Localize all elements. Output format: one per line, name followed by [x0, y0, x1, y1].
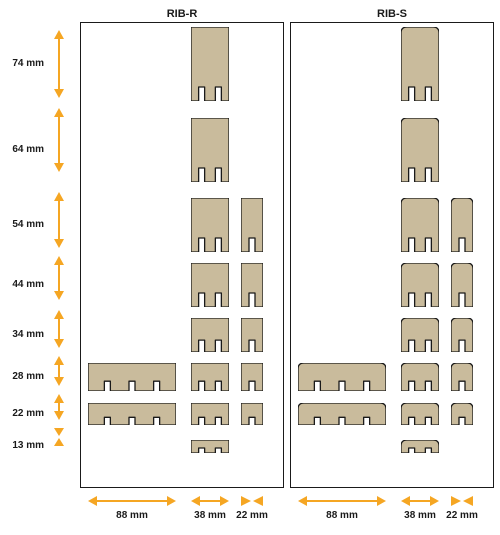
row-label: 13 mm	[4, 440, 44, 451]
profile-R-38x44	[191, 263, 229, 307]
col-label: 22 mm	[437, 510, 487, 521]
profile-R-22x28	[241, 363, 263, 391]
row-label: 22 mm	[4, 408, 44, 419]
profile-R-38x13	[191, 440, 229, 453]
row-label: 74 mm	[4, 58, 44, 69]
profile-S-38x28	[401, 363, 439, 391]
height-arrow	[52, 108, 66, 177]
profile-R-38x28	[191, 363, 229, 391]
profile-S-22x54	[451, 198, 473, 252]
height-arrow	[52, 30, 66, 103]
row-label: 28 mm	[4, 371, 44, 382]
profile-R-22x54	[241, 198, 263, 252]
header-left: RIB-R	[80, 8, 284, 20]
height-arrow	[52, 394, 66, 425]
height-arrow	[52, 192, 66, 253]
profile-S-38x64	[401, 118, 439, 182]
row-label: 44 mm	[4, 279, 44, 290]
profile-S-22x28	[451, 363, 473, 391]
col-label: 22 mm	[227, 510, 277, 521]
header-right: RIB-S	[290, 8, 494, 20]
profile-R-88x22	[88, 403, 176, 425]
profile-S-22x34	[451, 318, 473, 352]
profile-S-38x22	[401, 403, 439, 425]
profile-S-38x54	[401, 198, 439, 252]
profile-R-88x28	[88, 363, 176, 391]
profile-R-38x74	[191, 27, 229, 101]
row-label: 54 mm	[4, 219, 44, 230]
profile-R-22x22	[241, 403, 263, 425]
profile-S-38x74	[401, 27, 439, 101]
height-arrow	[52, 256, 66, 305]
profile-R-22x34	[241, 318, 263, 352]
col-label: 88 mm	[317, 510, 367, 521]
height-arrow	[52, 356, 66, 391]
profile-S-88x28	[298, 363, 386, 391]
height-arrow	[52, 428, 66, 451]
profile-S-38x44	[401, 263, 439, 307]
profile-S-88x22	[298, 403, 386, 425]
profile-S-22x22	[451, 403, 473, 425]
profile-R-38x34	[191, 318, 229, 352]
row-label: 64 mm	[4, 144, 44, 155]
row-label: 34 mm	[4, 329, 44, 340]
profile-R-38x64	[191, 118, 229, 182]
profile-R-38x54	[191, 198, 229, 252]
profile-R-38x22	[191, 403, 229, 425]
profile-S-22x44	[451, 263, 473, 307]
profile-S-38x34	[401, 318, 439, 352]
profile-R-22x44	[241, 263, 263, 307]
height-arrow	[52, 310, 66, 353]
profile-S-38x13	[401, 440, 439, 453]
col-label: 88 mm	[107, 510, 157, 521]
